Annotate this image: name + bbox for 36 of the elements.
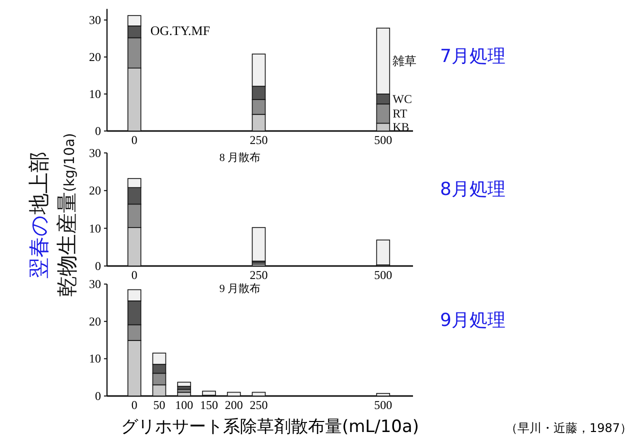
y-tick-label: 30 — [89, 277, 101, 292]
text: （早川・近藤，1987） — [505, 421, 632, 435]
x-tick-label: 250 — [250, 268, 268, 282]
x-tick-label: 0 — [131, 398, 138, 412]
text: 7月処理 — [440, 46, 506, 67]
text: 9月処理 — [440, 310, 506, 331]
y-tick-label: 20 — [89, 50, 101, 64]
x-tick-label: 500 — [374, 268, 392, 282]
y-tick-label: 10 — [89, 352, 101, 366]
y-tick-label: 0 — [95, 389, 101, 403]
annotation: OG.TY.MF — [150, 23, 210, 38]
series-label: RT — [392, 106, 408, 121]
x-tick-label: 0 — [131, 133, 138, 147]
y-tick-label: 20 — [89, 184, 101, 198]
y-tick-label: 10 — [89, 221, 101, 236]
y-tick-label: 0 — [95, 124, 101, 138]
series-label: WC — [392, 92, 412, 106]
chart-title: 9 月散布 — [219, 283, 261, 295]
x-tick-label: 500 — [374, 133, 392, 147]
x-tick-label: 150 — [200, 398, 218, 412]
y-tick-label: 0 — [95, 259, 101, 273]
y-tick-label: 10 — [89, 87, 101, 101]
x-tick-label: 0 — [131, 268, 138, 282]
x-axis-title: グリホサート系除草剤散布量(mL/10a) — [120, 417, 420, 437]
chart-title: 8 月散布 — [219, 152, 261, 164]
x-tick-label: 50 — [153, 398, 166, 412]
y-tick-label: 20 — [89, 314, 101, 328]
x-tick-label: 100 — [175, 398, 194, 412]
text: 8月処理 — [440, 179, 506, 200]
y-tick-label: 30 — [89, 13, 101, 27]
x-tick-label: 200 — [224, 398, 243, 412]
series-label: 雑草 — [392, 54, 417, 68]
x-tick-label: 500 — [374, 398, 392, 412]
y-tick-label: 30 — [89, 146, 101, 160]
x-tick-label: 250 — [250, 133, 268, 147]
x-tick-label: 250 — [250, 398, 268, 412]
